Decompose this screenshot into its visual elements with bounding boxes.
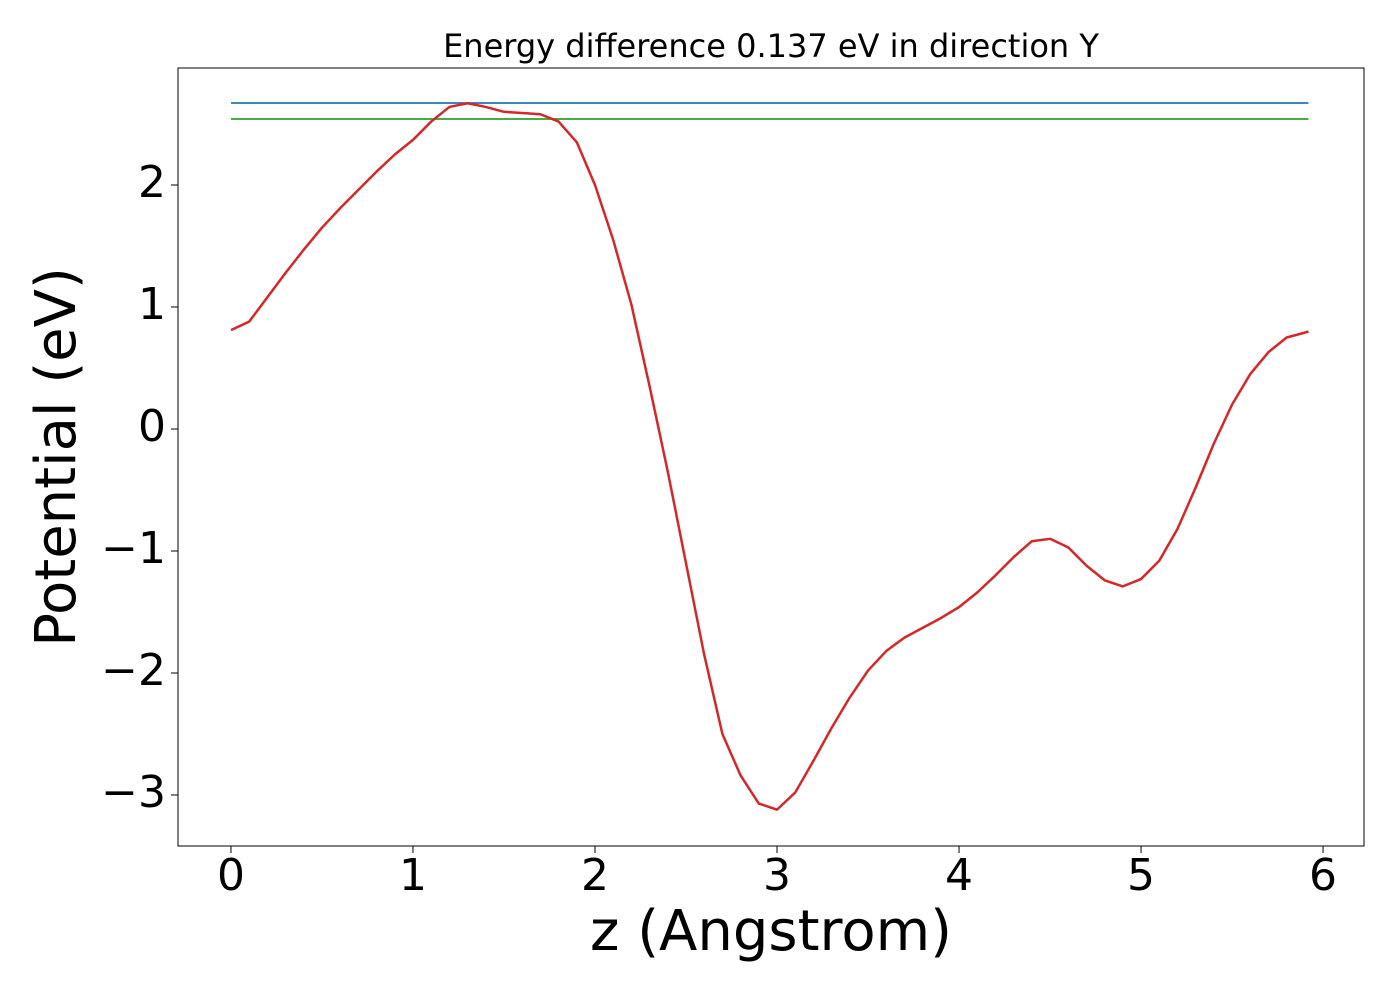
plot-frame: [177, 67, 1365, 847]
y-tick-label: 0: [138, 401, 166, 452]
x-tick-label: 5: [1127, 850, 1155, 901]
y-tick-label: −2: [101, 645, 166, 696]
y-axis-label: Potential (eV): [24, 267, 89, 647]
y-tick-label: 2: [138, 157, 166, 208]
x-tick-label: 0: [217, 850, 245, 901]
x-tick-label: 3: [763, 850, 791, 901]
y-tick-label: −3: [101, 767, 166, 818]
x-tick-label: 1: [399, 850, 427, 901]
data-line: [230, 102, 1309, 811]
chart-title: Energy difference 0.137 eV in direction …: [443, 27, 1099, 65]
x-axis-label: z (Angstrom): [590, 899, 952, 964]
x-tick-label: 6: [1309, 850, 1337, 901]
x-tick-label: 4: [945, 850, 973, 901]
y-tick-label: 1: [138, 279, 166, 330]
y-tick-label: −1: [101, 523, 166, 574]
x-tick-label: 2: [581, 850, 609, 901]
